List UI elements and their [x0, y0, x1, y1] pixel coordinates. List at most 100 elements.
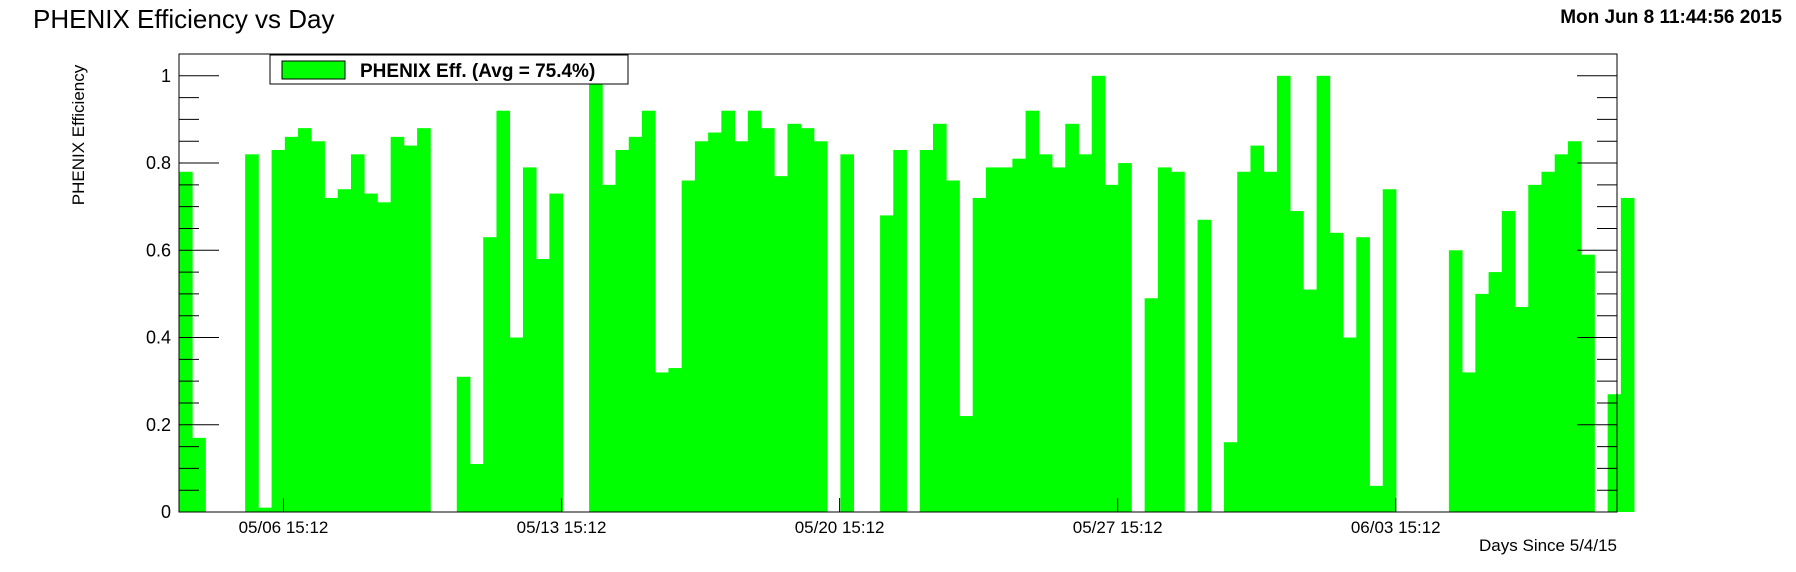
bar: [1567, 141, 1582, 513]
x-tick-label: 05/20 15:12: [795, 518, 885, 537]
bar: [1528, 184, 1542, 513]
chart-title: PHENIX Efficiency vs Day: [33, 4, 335, 34]
bar: [1475, 293, 1489, 512]
bar: [813, 141, 828, 513]
bar: [1078, 154, 1093, 512]
bar: [417, 128, 431, 512]
bar: [628, 136, 643, 512]
bar: [350, 154, 365, 512]
x-axis-label: Days Since 5/4/15: [1479, 536, 1617, 555]
legend: PHENIX Eff. (Avg = 75.4%): [269, 54, 629, 85]
bar: [1382, 189, 1397, 512]
bar: [999, 167, 1013, 512]
bar: [456, 376, 471, 512]
bar: [959, 416, 974, 512]
bar: [1104, 184, 1119, 513]
bar: [1448, 250, 1463, 513]
y-tick-label: 0.2: [146, 415, 171, 435]
bar: [284, 136, 299, 512]
bar: [522, 167, 537, 512]
bar: [1620, 197, 1635, 512]
bar: [536, 259, 550, 512]
bar: [681, 180, 696, 512]
bar: [1038, 154, 1053, 512]
bar: [245, 154, 259, 512]
bar: [496, 110, 511, 512]
bar: [840, 154, 855, 512]
bar: [1052, 167, 1066, 512]
y-tick-label: 1: [161, 66, 171, 86]
bar: [589, 80, 603, 513]
y-axis-label: PHENIX Efficiency: [69, 64, 88, 205]
bar: [311, 141, 325, 513]
x-tick-label: 05/13 15:12: [517, 518, 607, 537]
bar: [761, 128, 775, 512]
bar: [880, 215, 894, 512]
bar: [972, 197, 987, 512]
bar: [1303, 289, 1318, 512]
y-tick-label: 0.8: [146, 153, 171, 173]
bar: [1224, 442, 1238, 512]
bar: [1065, 123, 1079, 512]
y-tick-label: 0.4: [146, 328, 171, 348]
bar: [1462, 372, 1476, 512]
bar: [721, 110, 735, 512]
bar: [787, 123, 802, 512]
bar: [258, 507, 272, 512]
bar: [483, 237, 497, 512]
bar: [403, 145, 418, 512]
bar: [1515, 306, 1529, 512]
bar: [377, 202, 392, 513]
bar: [933, 123, 947, 512]
bar: [390, 136, 405, 512]
bar: [1607, 394, 1622, 512]
bar: [1091, 75, 1106, 512]
x-tick-label: 05/27 15:12: [1073, 518, 1163, 537]
bar: [324, 197, 339, 512]
bar: [893, 149, 907, 512]
bar: [1290, 211, 1304, 512]
bar: [1250, 145, 1265, 512]
bar: [364, 193, 378, 512]
bar: [774, 176, 788, 512]
bar: [298, 128, 312, 512]
bar: [747, 110, 762, 512]
legend-label: PHENIX Eff. (Avg = 75.4%): [360, 61, 595, 82]
bar: [641, 110, 656, 512]
bar: [1144, 298, 1159, 512]
x-axis: 05/06 15:12 05/13 15:12 05/20 15:12 05/27 1…: [239, 498, 1441, 537]
bar: [668, 368, 683, 512]
x-tick-label: 05/06 15:12: [239, 518, 329, 537]
bar: [470, 464, 484, 512]
bar: [708, 132, 722, 512]
bar: [1356, 237, 1370, 512]
bar: [271, 149, 286, 512]
bar: [1343, 337, 1357, 512]
bar: [694, 141, 709, 513]
bar: [1316, 75, 1331, 512]
bar: [549, 193, 564, 512]
bar: [1329, 232, 1344, 512]
bar: [1237, 171, 1251, 512]
bar: [1263, 171, 1278, 512]
plot-frame: [178, 53, 1618, 513]
bar: [179, 171, 193, 512]
bar: [1276, 75, 1291, 512]
bar: [655, 372, 669, 512]
y-tick-label: 0.6: [146, 240, 171, 260]
bar: [1118, 163, 1132, 513]
bar: [1197, 219, 1212, 512]
bar: [985, 167, 1000, 512]
bar: [1025, 110, 1040, 512]
bars-group: [179, 75, 1635, 513]
bar: [1501, 211, 1516, 512]
y-tick-label: 0: [161, 502, 171, 522]
bar: [1369, 485, 1384, 512]
bar: [1171, 171, 1185, 512]
bar: [734, 141, 749, 513]
bar: [919, 149, 934, 512]
bar: [615, 149, 630, 512]
x-tick-label: 06/03 15:12: [1351, 518, 1441, 537]
bar: [509, 337, 524, 512]
